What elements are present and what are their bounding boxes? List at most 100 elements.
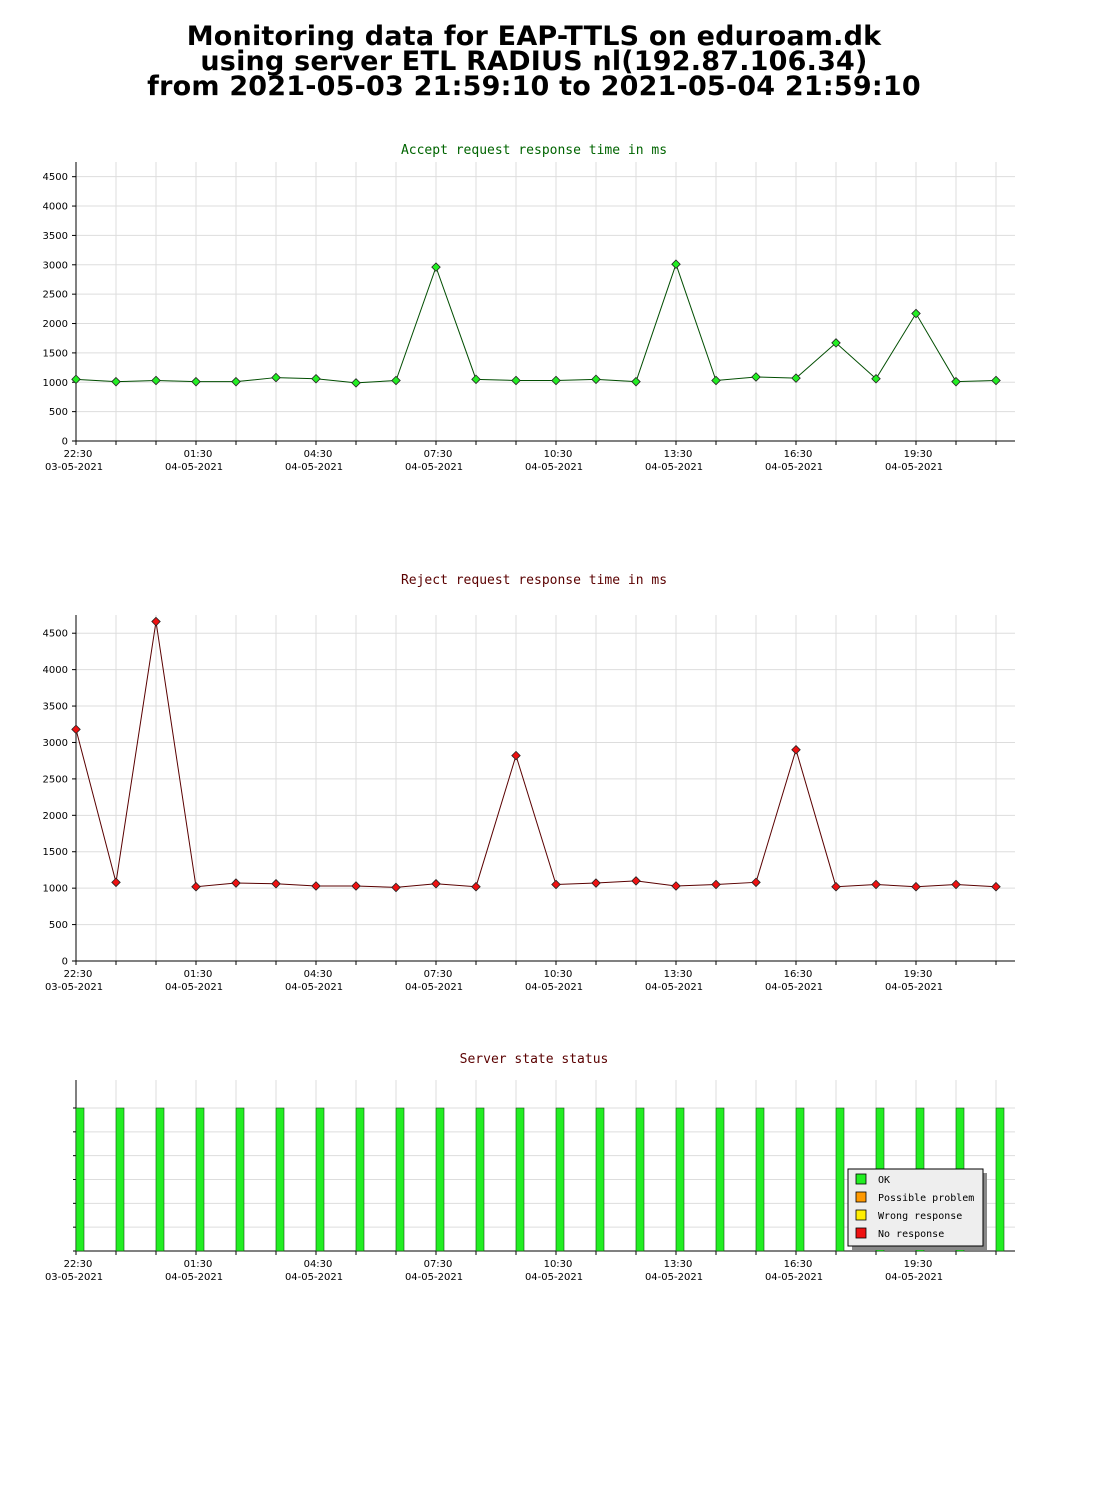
- x-tick-date-label: 04-05-2021: [165, 1272, 223, 1283]
- x-tick-date-label: 04-05-2021: [885, 1272, 943, 1283]
- x-tick-time-label: 07:30: [424, 1259, 453, 1270]
- reject-response-chart: Reject request response time in ms 0 500 10…: [43, 573, 1015, 993]
- status-bar: [595, 1107, 605, 1252]
- status-bar: [795, 1107, 805, 1252]
- x-tick-time-label: 19:30: [904, 1259, 933, 1270]
- data-point: [751, 372, 761, 382]
- x-tick-time-label: 04:30: [304, 1259, 333, 1270]
- data-point: [911, 881, 921, 892]
- status-bar: [395, 1107, 405, 1252]
- x-tick-time-label: 16:30: [784, 969, 813, 980]
- legend-swatch: [855, 1191, 867, 1203]
- x-tick-date-label: 04-05-2021: [765, 1272, 823, 1283]
- data-point: [231, 376, 241, 387]
- x-tick-date-label: 04-05-2021: [285, 982, 343, 993]
- data-point: [351, 378, 361, 388]
- data-point: [471, 374, 481, 385]
- x-tick-date-label: 04-05-2021: [525, 1272, 583, 1283]
- x-tick-time-label: 04:30: [304, 449, 333, 460]
- data-point: [831, 881, 841, 892]
- data-point: [71, 374, 81, 385]
- x-tick-date-label: 04-05-2021: [885, 982, 943, 993]
- status-bar: [155, 1107, 165, 1252]
- data-point: [111, 376, 121, 387]
- y-tick-label: 2000: [43, 811, 68, 822]
- x-tick-date-label: 04-05-2021: [765, 462, 823, 473]
- x-tick-date-label: 04-05-2021: [525, 462, 583, 473]
- data-point: [911, 308, 921, 319]
- x-tick-time-label: 22:30: [64, 1259, 93, 1270]
- status-bar: [675, 1107, 685, 1252]
- x-tick-date-label: 03-05-2021: [45, 462, 103, 473]
- data-point: [191, 376, 201, 387]
- data-point: [671, 881, 681, 891]
- status-bar: [715, 1107, 725, 1252]
- data-point: [111, 877, 121, 888]
- legend-label: No response: [878, 1229, 944, 1240]
- y-tick-label: 4000: [43, 202, 68, 213]
- status-bar: [355, 1107, 365, 1252]
- status-bar: [275, 1107, 285, 1252]
- data-point: [631, 376, 641, 387]
- x-tick-date-label: 04-05-2021: [765, 982, 823, 993]
- y-tick-label: 1500: [43, 847, 68, 858]
- y-tick-label: 3500: [43, 702, 68, 713]
- x-tick-time-label: 07:30: [424, 969, 453, 980]
- x-tick-time-label: 13:30: [664, 449, 693, 460]
- x-tick-time-label: 10:30: [544, 1259, 573, 1270]
- y-tick-label: 500: [49, 920, 68, 931]
- x-tick-time-label: 10:30: [544, 969, 573, 980]
- x-tick-date-label: 03-05-2021: [45, 982, 103, 993]
- x-tick-date-label: 04-05-2021: [405, 462, 463, 473]
- legend-label: Wrong response: [878, 1211, 962, 1222]
- data-point: [271, 879, 281, 889]
- x-tick-date-label: 03-05-2021: [45, 1272, 103, 1283]
- status-bar: [475, 1107, 485, 1252]
- data-point: [551, 375, 561, 386]
- data-point: [871, 373, 881, 384]
- x-tick-time-label: 16:30: [784, 1259, 813, 1270]
- x-tick-date-label: 04-05-2021: [165, 982, 223, 993]
- page-header: Monitoring data for EAP-TTLS on eduroam.…: [0, 21, 1068, 102]
- legend-swatch: [855, 1173, 867, 1185]
- x-tick-time-label: 13:30: [664, 1259, 693, 1270]
- header-line-1: Monitoring data for EAP-TTLS on eduroam.…: [186, 21, 882, 52]
- data-point: [791, 744, 801, 755]
- data-point: [751, 877, 761, 888]
- x-tick-date-label: 04-05-2021: [405, 982, 463, 993]
- data-point: [711, 879, 721, 890]
- accept-response-chart: Accept request response time in ms 0 500 10…: [43, 143, 1015, 473]
- data-point: [471, 881, 481, 892]
- status-bar: [515, 1107, 525, 1252]
- x-tick-time-label: 19:30: [904, 449, 933, 460]
- legend-label: OK: [878, 1175, 890, 1186]
- x-tick-date-label: 04-05-2021: [405, 1272, 463, 1283]
- data-point: [951, 376, 961, 387]
- x-tick-time-label: 10:30: [544, 449, 573, 460]
- status-bar: [635, 1107, 645, 1252]
- data-point: [151, 616, 161, 627]
- data-point: [391, 375, 401, 386]
- x-tick-date-label: 04-05-2021: [645, 462, 703, 473]
- data-point: [591, 374, 601, 385]
- x-tick-date-label: 04-05-2021: [285, 462, 343, 473]
- header-line-3: from 2021-05-03 21:59:10 to 2021-05-04 2…: [147, 71, 921, 102]
- status-bar: [195, 1107, 205, 1252]
- status-bar: [995, 1107, 1005, 1252]
- x-tick-time-label: 22:30: [64, 449, 93, 460]
- legend-swatch: [855, 1209, 867, 1221]
- series-line: [75, 621, 997, 888]
- y-tick-label: 4500: [43, 629, 68, 640]
- status-bar: [835, 1107, 845, 1252]
- data-point: [551, 879, 561, 890]
- y-tick-label: 4000: [43, 665, 68, 676]
- data-point: [391, 882, 401, 893]
- x-tick-time-label: 01:30: [184, 1259, 213, 1270]
- status-bar: [435, 1107, 445, 1252]
- data-point: [151, 375, 161, 386]
- data-point: [351, 881, 361, 891]
- legend-box: [847, 1168, 984, 1247]
- y-tick-label: 3000: [43, 260, 68, 271]
- data-point: [191, 881, 201, 892]
